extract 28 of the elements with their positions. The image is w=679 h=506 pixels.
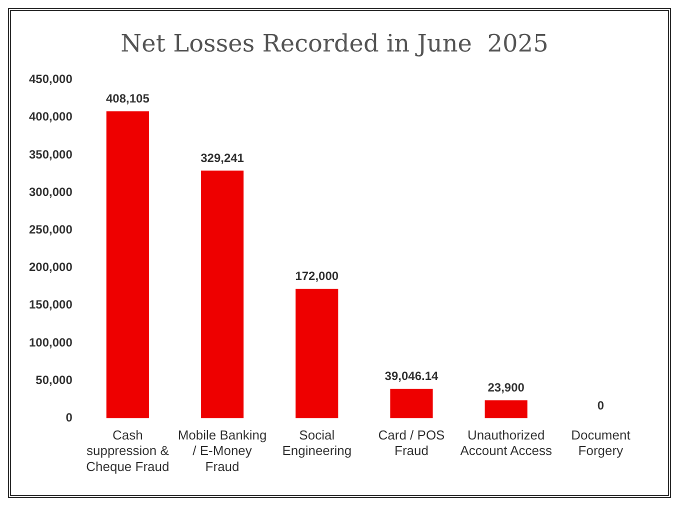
bar <box>200 170 244 418</box>
data-label: 0 <box>597 398 604 413</box>
x-tick-label: Card / POS Fraud <box>378 428 446 458</box>
x-tick-label: Cash suppression & Cheque Fraud <box>86 428 170 474</box>
y-tick-label: 350,000 <box>28 147 73 162</box>
data-label: 329,241 <box>200 150 244 165</box>
data-label: 408,105 <box>106 92 150 106</box>
data-label: 172,000 <box>295 269 339 284</box>
y-tick-label: 100,000 <box>28 335 73 350</box>
x-tick-label: Document Forgery <box>571 428 631 458</box>
y-tick-label: 450,000 <box>28 72 73 86</box>
x-tick-label: Mobile Banking / E-Money Fraud <box>178 428 267 474</box>
x-tick-label: Unauthorized Account Access <box>460 428 552 458</box>
y-tick-label: 50,000 <box>36 372 73 387</box>
chart-title: Net Losses Recorded in June 2025 <box>120 30 548 58</box>
y-tick-label: 200,000 <box>28 260 73 274</box>
y-tick-label: 150,000 <box>28 298 73 312</box>
bar <box>296 288 338 418</box>
y-tick-label: 0 <box>66 410 73 425</box>
bar <box>106 111 149 418</box>
bar <box>484 400 528 418</box>
x-tick-label: Social Engineering <box>282 428 352 458</box>
y-tick-label: 400,000 <box>28 110 73 124</box>
bar <box>390 388 433 418</box>
y-tick-label: 250,000 <box>28 222 73 237</box>
data-label: 39,046.14 <box>384 369 439 384</box>
data-label: 23,900 <box>488 380 525 395</box>
y-tick-label: 300,000 <box>28 184 73 199</box>
